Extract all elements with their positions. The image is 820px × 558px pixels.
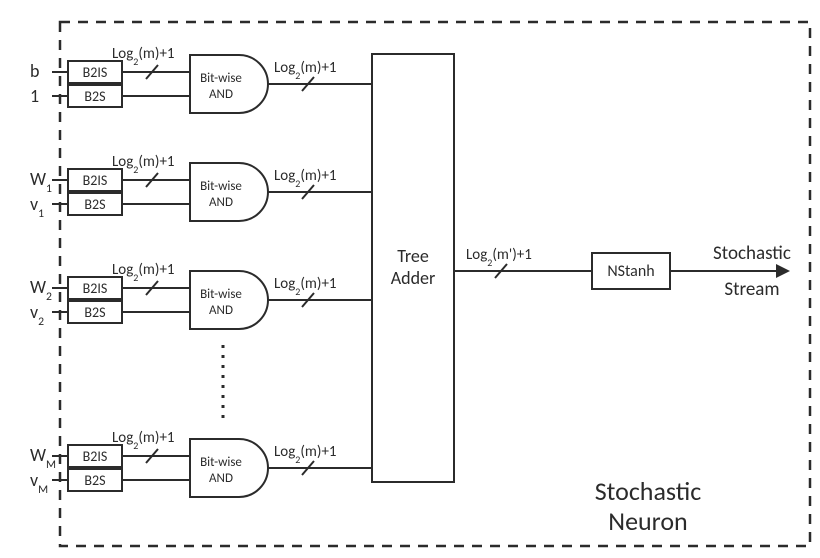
output-label: Stochastic — [713, 242, 791, 265]
bus-width-label: Log2(m)+1 — [274, 275, 337, 298]
input-label: v1 — [30, 193, 44, 221]
arrowhead-icon — [776, 264, 790, 278]
tree-adder-label: Adder — [391, 267, 436, 289]
b2is-label: B2IS — [83, 64, 108, 81]
input-label: W2 — [30, 276, 52, 304]
b2s-label: B2S — [84, 88, 105, 105]
and-label: Bit-wise — [200, 71, 242, 86]
and-label: AND — [209, 303, 233, 318]
and-label: Bit-wise — [200, 455, 242, 470]
input-label: b — [30, 60, 39, 82]
b2is-label: B2IS — [83, 448, 108, 465]
tree-adder-label: Tree — [397, 245, 429, 267]
output-label: Stream — [724, 278, 779, 301]
bus-width-label: Log2(m')+1 — [466, 246, 532, 269]
b2s-label: B2S — [84, 304, 105, 321]
diagram-title: Neuron — [608, 505, 687, 537]
bus-width-label: Log2(m)+1 — [274, 443, 337, 466]
input-label: WM — [30, 444, 56, 472]
b2s-label: B2S — [84, 472, 105, 489]
nstanh-label: NStanh — [607, 262, 654, 281]
input-label: v2 — [30, 301, 44, 329]
and-label: AND — [209, 471, 233, 486]
bus-width-label: Log2(m)+1 — [274, 167, 337, 190]
b2is-label: B2IS — [83, 172, 108, 189]
input-label: 1 — [30, 85, 39, 107]
diagram-title: Stochastic — [595, 475, 702, 507]
and-label: Bit-wise — [200, 179, 242, 194]
input-label: vM — [30, 469, 48, 497]
input-label: W1 — [30, 168, 52, 196]
bus-width-label: Log2(m)+1 — [274, 59, 337, 82]
b2is-label: B2IS — [83, 280, 108, 297]
b2s-label: B2S — [84, 196, 105, 213]
and-label: AND — [209, 87, 233, 102]
and-label: Bit-wise — [200, 287, 242, 302]
and-label: AND — [209, 195, 233, 210]
